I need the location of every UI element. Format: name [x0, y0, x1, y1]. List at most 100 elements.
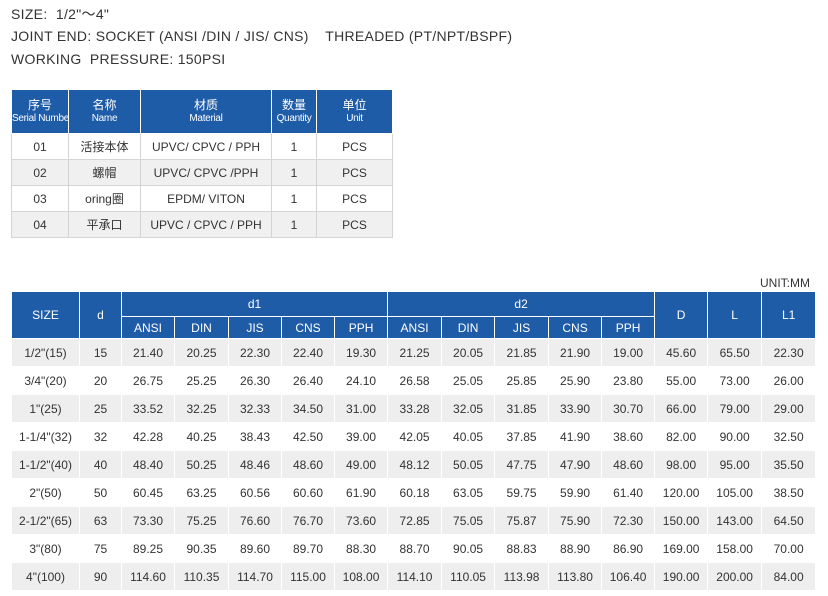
header-zh: 名称: [92, 97, 117, 112]
table-cell: 21.85: [494, 338, 550, 367]
table-cell: 65.50: [707, 338, 763, 367]
table-cell: 82.00: [654, 422, 709, 451]
table-cell: 38.60: [601, 422, 656, 451]
table-cell: UPVC / CPVC / PPH: [140, 211, 272, 238]
header-cell: DIN: [441, 316, 496, 339]
table-cell: 110.35: [174, 562, 229, 591]
header-row: SIZE d d1 d2 D L L1: [11, 291, 817, 339]
table-cell: 4"(100): [11, 562, 80, 591]
table-cell: 108.00: [333, 562, 389, 591]
table-cell: UPVC/ CPVC /PPH: [140, 159, 272, 186]
table-cell: 88.90: [548, 534, 603, 563]
table-cell: 3/4"(20): [11, 366, 80, 395]
header-zh: 序号: [27, 97, 52, 112]
table-cell: 19.30: [333, 338, 389, 367]
table-cell: 113.80: [548, 562, 603, 591]
table-cell: PCS: [316, 185, 393, 212]
table-cell: 1: [271, 185, 317, 212]
table-cell: 150.00: [654, 506, 709, 535]
table-row: 2"(50) 50 60.45 63.25 60.56 60.60 61.90 60.18 63…: [11, 478, 817, 507]
table-cell: 60.18: [387, 478, 443, 507]
table-cell: 59.90: [548, 478, 603, 507]
table-cell: UPVC/ CPVC / PPH: [140, 133, 272, 160]
table-cell: 115.00: [281, 562, 335, 591]
header-cell: JIS: [494, 316, 550, 339]
header-cell: PPH: [333, 316, 389, 339]
table-cell: 120.00: [654, 478, 709, 507]
table-cell: 48.12: [387, 450, 443, 479]
header-cell: d2: [387, 291, 656, 317]
unit-label: UNIT:MM: [760, 276, 810, 290]
table-cell: 76.70: [281, 506, 335, 535]
table-cell: 114.10: [387, 562, 443, 591]
header-row: 序号 Serial Number 名称 Name 材质 Material 数量 Quantit…: [11, 89, 393, 134]
table-cell: 60.45: [121, 478, 175, 507]
table-cell: 42.50: [281, 422, 335, 451]
table-cell: 20.05: [441, 338, 496, 367]
table-cell: 33.90: [548, 394, 603, 423]
table-row: 03 oring圈 EPDM/ VITON 1 PCS: [11, 185, 393, 212]
header-zh: 单位: [342, 97, 367, 112]
header-cell: d1: [120, 291, 389, 317]
table-cell: 22.30: [228, 338, 282, 367]
table-cell: 29.00: [761, 394, 817, 423]
table-cell: 63.05: [441, 478, 496, 507]
table-cell: 47.90: [548, 450, 603, 479]
table-cell: 37.85: [494, 422, 550, 451]
table-cell: 72.30: [601, 506, 656, 535]
table-row: 3"(80) 75 89.25 90.35 89.60 89.70 88.30 88.70 90…: [11, 534, 817, 563]
table-cell: 1"(25): [11, 394, 80, 423]
table-cell: 63.25: [174, 478, 229, 507]
table-cell: 24.10: [333, 366, 389, 395]
table-cell: 75.90: [548, 506, 603, 535]
table-row: 3/4"(20) 20 26.75 25.25 26.30 26.40 24.10 26.58…: [11, 366, 817, 395]
table-cell: 1/2"(15): [11, 338, 80, 367]
table-cell: 169.00: [654, 534, 709, 563]
table-cell: 32: [79, 422, 122, 451]
table-cell: 110.05: [441, 562, 496, 591]
header-cell: SIZE: [11, 291, 80, 339]
table-cell: 63: [79, 506, 122, 535]
table-cell: 30.70: [601, 394, 656, 423]
table-cell: 1: [271, 159, 317, 186]
table-cell: 106.40: [601, 562, 656, 591]
header-cell: JIS: [228, 316, 282, 339]
table-cell: 25.05: [441, 366, 496, 395]
header-en: Name: [91, 112, 118, 124]
table-cell: 20.25: [174, 338, 229, 367]
header-cell: L: [707, 291, 763, 339]
table-cell: PCS: [316, 133, 393, 160]
header-cell: 序号 Serial Number: [11, 89, 69, 134]
table-cell: 70.00: [761, 534, 817, 563]
table-cell: 73.30: [121, 506, 175, 535]
header-cell: d: [79, 291, 122, 339]
table-cell: 1-1/2"(40): [11, 450, 80, 479]
table-cell: 98.00: [654, 450, 709, 479]
table-cell: 19.00: [601, 338, 656, 367]
header-en: Material: [189, 112, 223, 124]
table-cell: 47.75: [494, 450, 550, 479]
table-cell: 84.00: [761, 562, 817, 591]
spec-line: WORKING PRESSURE: 150PSI: [11, 51, 226, 67]
table-cell: 26.00: [761, 366, 817, 395]
table-cell: 48.40: [121, 450, 175, 479]
table-cell: 89.60: [228, 534, 282, 563]
header-cell: D: [654, 291, 709, 339]
table-cell: 03: [11, 185, 69, 212]
table-cell: 60.60: [281, 478, 335, 507]
table-cell: 40.05: [441, 422, 496, 451]
table-cell: 2"(50): [11, 478, 80, 507]
table-cell: PCS: [316, 159, 393, 186]
header-cell: DIN: [174, 316, 229, 339]
table-cell: 25.25: [174, 366, 229, 395]
table-cell: 143.00: [707, 506, 763, 535]
table-cell: 2-1/2"(65): [11, 506, 80, 535]
table-cell: 1: [271, 133, 317, 160]
header-cell: 材质 Material: [140, 89, 272, 134]
table-row: 1/2"(15) 15 21.40 20.25 22.30 22.40 19.30 21.25…: [11, 338, 817, 367]
dimensions-table: SIZE d d1 d2 D L L1 ANSI DIN JIS CNS PPH ANSI…: [11, 291, 817, 591]
table-cell: 26.75: [121, 366, 175, 395]
table-cell: 26.40: [281, 366, 335, 395]
table-row: 02 螺帽 UPVC/ CPVC /PPH 1 PCS: [11, 159, 393, 186]
table-cell: 42.05: [387, 422, 443, 451]
